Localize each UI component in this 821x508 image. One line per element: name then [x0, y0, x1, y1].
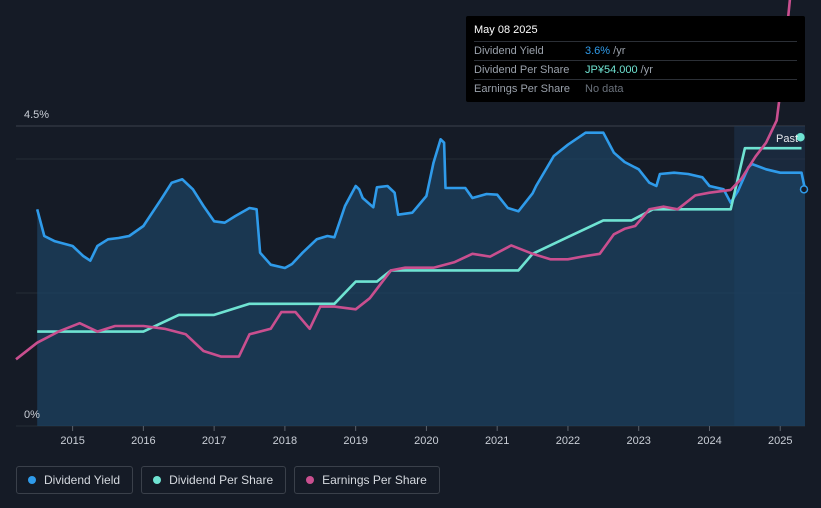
tooltip-label: Dividend Per Share	[474, 64, 570, 76]
legend-earnings-per-share[interactable]: Earnings Per Share	[294, 466, 440, 494]
legend-label: Earnings Per Share	[322, 473, 427, 487]
tooltip-row-earnings-per-share: Earnings Per Share No data	[474, 80, 797, 98]
x-tick-label: 2024	[697, 435, 721, 447]
tooltip-value: 3.6%	[585, 45, 611, 57]
dividend-yield-line	[35, 131, 807, 270]
tooltip-unit: /yr	[610, 45, 626, 57]
x-tick-label: 2025	[768, 435, 792, 447]
legend-dividend-per-share[interactable]: Dividend Per Share	[141, 466, 287, 494]
tooltip-row-dividend-yield: Dividend Yield 3.6% /yr	[474, 42, 797, 61]
x-tick-label: 2015	[60, 435, 84, 447]
yield-end-marker	[799, 185, 809, 194]
x-tick-label: 2020	[414, 435, 438, 447]
x-tick-label: 2019	[343, 435, 367, 447]
legend-label: Dividend Yield	[44, 473, 121, 487]
x-tick-label: 2016	[131, 435, 155, 447]
x-tick-label: 2022	[556, 435, 580, 447]
tooltip-row-dividend-per-share: Dividend Per Share JP¥54.000 /yr	[474, 61, 797, 80]
tooltip-label: Dividend Yield	[474, 45, 544, 57]
x-axis-ticks: 2015 2016 2017 2018 2019 2020 2021 2022 2023 2024…	[60, 426, 792, 447]
tooltip-date: May 08 2025	[474, 22, 797, 42]
end-markers	[796, 132, 809, 194]
x-tick-label: 2021	[485, 435, 509, 447]
legend-dot	[153, 476, 162, 484]
legend-dot	[28, 476, 36, 484]
legend-dividend-yield[interactable]: Dividend Yield	[16, 466, 134, 494]
tooltip-unit: /yr	[637, 64, 653, 76]
tooltip-value: JP¥54.000	[585, 64, 638, 76]
legend: Dividend Yield Dividend Per Share Earnin…	[16, 466, 440, 494]
x-tick-label: 2017	[202, 435, 226, 447]
x-tick-label: 2023	[626, 435, 650, 447]
legend-label: Dividend Per Share	[169, 473, 274, 487]
dps-end-marker	[796, 132, 805, 142]
legend-dot	[306, 476, 315, 484]
past-label: Past	[776, 133, 798, 145]
x-tick-label: 2018	[273, 435, 297, 447]
y-tick-label-bottom: 0%	[24, 409, 40, 421]
earnings-per-share-line	[15, 0, 792, 361]
dividend-yield-area	[37, 132, 805, 426]
tooltip-label: Earnings Per Share	[474, 83, 570, 95]
tooltip-value: No data	[585, 83, 624, 95]
hover-tooltip: May 08 2025 Dividend Yield 3.6% /yr Divi…	[466, 16, 805, 102]
y-tick-label-top: 4.5%	[24, 109, 49, 121]
